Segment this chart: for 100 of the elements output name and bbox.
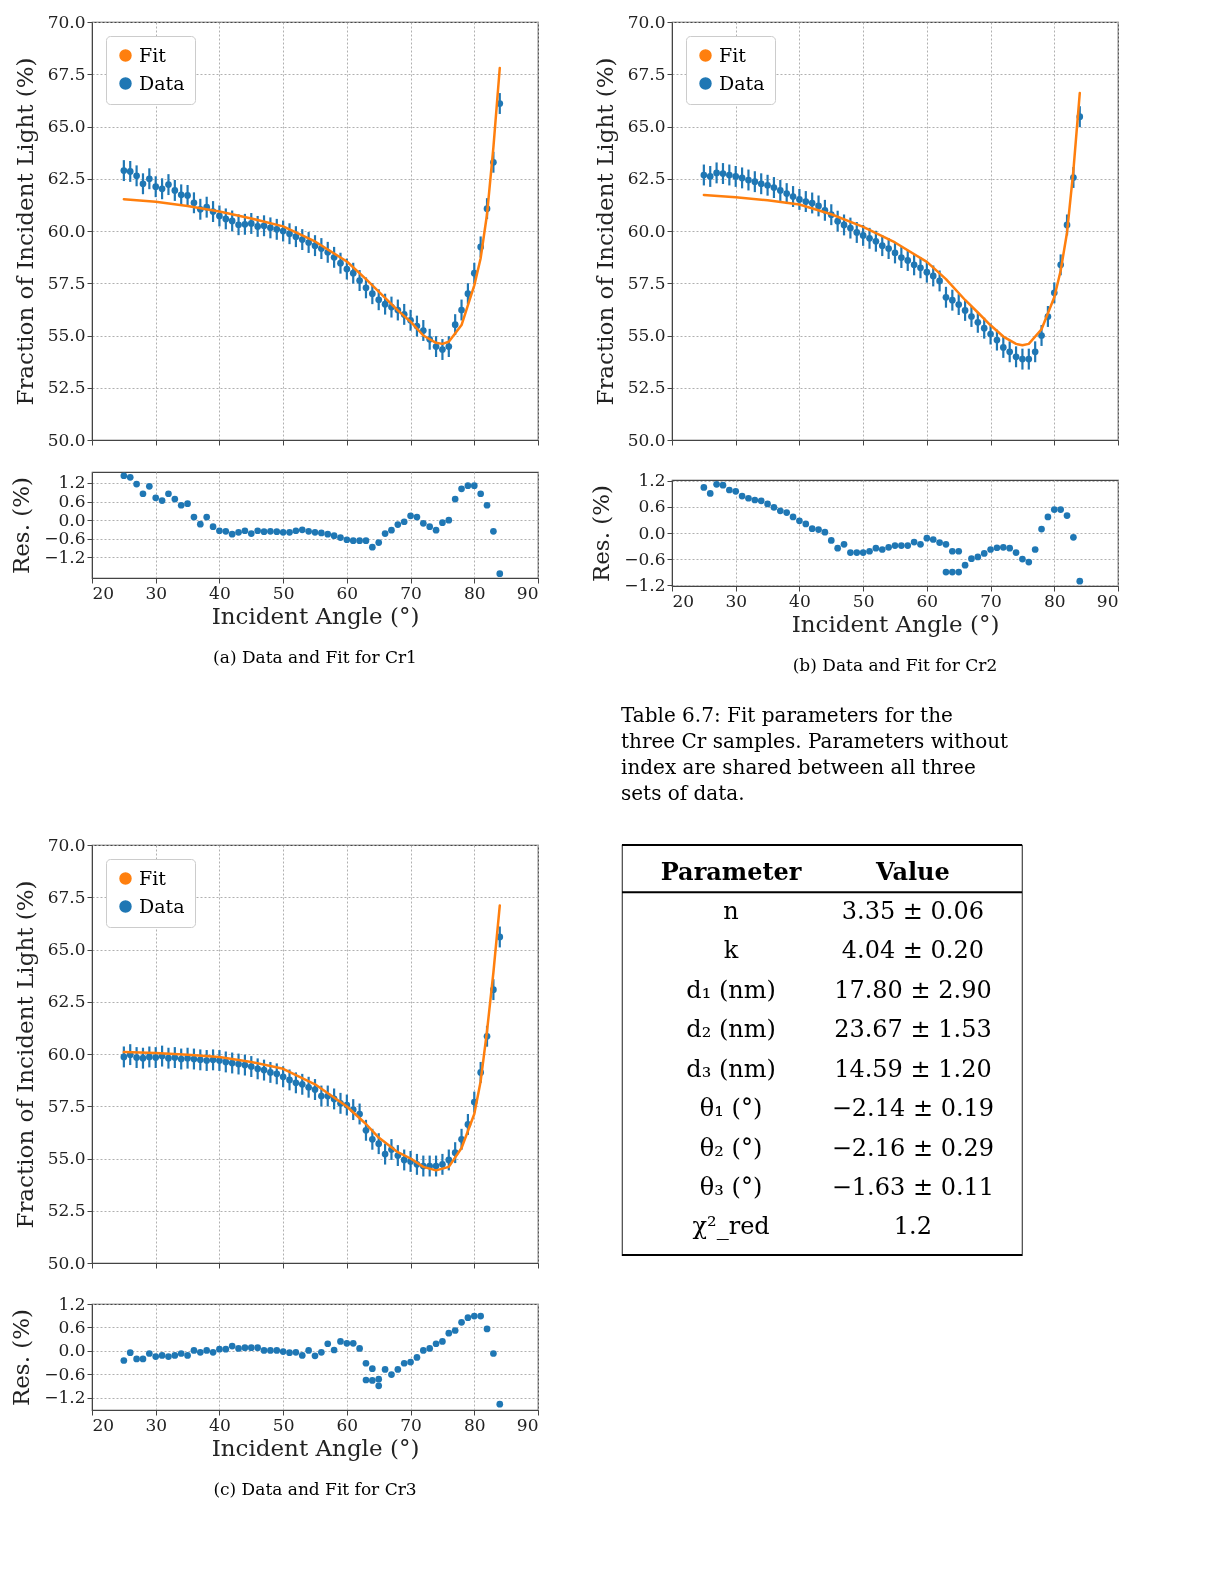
text: 3.35 ± 0.06	[841, 897, 985, 926]
y-tick-label: 57.5	[47, 1095, 86, 1116]
y-tick-label: 0.0	[58, 1340, 86, 1361]
y-tick-label: 62.5	[47, 168, 86, 189]
text: 14.59 ± 1.20	[834, 1054, 992, 1083]
x-tick-label: 70	[400, 1414, 422, 1435]
y-tick-label: −0.6	[624, 548, 666, 569]
x-tick-label: 40	[209, 1414, 231, 1435]
x-tick-label: 20	[92, 1414, 115, 1435]
y-tick-label: 0.0	[58, 509, 86, 530]
legend-label: Data	[139, 894, 185, 917]
text: Parameter	[660, 856, 802, 886]
x-tick-label: 80	[1043, 590, 1066, 611]
x-tick-label: 70	[400, 582, 422, 603]
x-tick-label: 40	[209, 582, 231, 603]
text: (b) Data and Fit for Cr2	[792, 655, 998, 675]
x-tick-label: 50	[272, 582, 295, 603]
y-tick-label: 0.6	[58, 491, 86, 512]
y-tick-label: 62.5	[47, 991, 86, 1012]
text: χ²_red	[692, 1212, 770, 1241]
y-tick-label: 60.0	[47, 220, 86, 241]
y-tick-label: 67.5	[627, 63, 666, 84]
y-tick-label: 60.0	[47, 1043, 86, 1064]
y-tick-label: 55.0	[627, 325, 666, 345]
text: θ₂ (°)	[699, 1133, 763, 1162]
text: θ₃ (°)	[699, 1172, 763, 1201]
y-tick-label: −1.2	[624, 574, 666, 595]
y-tick-label: 60.0	[627, 220, 666, 241]
y-tick-label: 67.5	[47, 63, 86, 84]
y-tick-label: 0.6	[638, 496, 666, 517]
y-tick-label: 50.0	[627, 429, 666, 450]
x-axis-title: Incident Angle (°)	[211, 602, 420, 629]
x-tick-label: 20	[672, 590, 695, 611]
x-tick-label: 30	[145, 582, 168, 603]
y-tick-label: 52.5	[47, 377, 86, 398]
text: −2.14 ± 0.19	[831, 1094, 995, 1123]
x-tick-label: 60	[336, 1414, 359, 1435]
y-axis-title: Res. (%)	[8, 476, 35, 575]
y-tick-label: 67.5	[47, 886, 86, 907]
text: Table 6.7: Fit parameters for the three Cr samples. Parameters without index are shared between all three sets of data.	[621, 703, 1009, 805]
x-tick-label: 90	[516, 582, 539, 603]
legend-label: Fit	[139, 866, 167, 889]
text: 1.2	[893, 1212, 932, 1241]
text: 4.04 ± 0.20	[841, 936, 985, 965]
text: k	[723, 936, 739, 965]
x-tick-label: 30	[145, 1414, 168, 1435]
x-tick-label: 50	[852, 590, 875, 611]
y-tick-label: 52.5	[47, 1200, 86, 1221]
y-tick-label: 1.2	[638, 470, 666, 491]
x-tick-label: 80	[463, 582, 486, 603]
y-tick-label: 50.0	[47, 429, 86, 450]
y-tick-label: 70.0	[47, 834, 86, 855]
text: (c) Data and Fit for Cr3	[213, 1479, 417, 1499]
text: −1.63 ± 0.11	[831, 1172, 995, 1201]
y-tick-label: 65.0	[627, 116, 666, 136]
y-tick-label: 57.5	[627, 272, 666, 293]
y-tick-label: −0.6	[44, 528, 86, 549]
y-axis-title: Fraction of Incident Light (%)	[11, 880, 38, 1229]
legend-label: Fit	[139, 43, 167, 66]
x-axis-title: Incident Angle (°)	[791, 610, 1000, 637]
legend-label: Data	[719, 71, 765, 94]
y-tick-label: −1.2	[44, 546, 86, 567]
x-tick-label: 90	[516, 1414, 539, 1435]
y-tick-label: −0.6	[44, 1363, 86, 1384]
y-tick-label: 0.6	[58, 1316, 86, 1337]
y-tick-label: 70.0	[627, 11, 666, 32]
x-tick-label: 30	[725, 590, 748, 611]
x-tick-label: 90	[1096, 590, 1119, 611]
y-tick-label: −1.2	[44, 1387, 86, 1408]
y-tick-label: 55.0	[47, 1148, 86, 1168]
y-axis-title: Fraction of Incident Light (%)	[11, 57, 38, 406]
x-tick-label: 60	[336, 582, 359, 603]
legend-label: Data	[139, 71, 185, 94]
text: d₁ (nm)	[686, 975, 776, 1004]
text: d₃ (nm)	[686, 1054, 776, 1083]
y-axis-title: Fraction of Incident Light (%)	[591, 57, 618, 406]
y-axis-title: Res. (%)	[8, 1308, 35, 1407]
y-tick-label: 50.0	[47, 1252, 86, 1273]
x-tick-label: 50	[272, 1414, 295, 1435]
x-tick-label: 40	[789, 590, 811, 611]
legend-label: Fit	[719, 43, 747, 66]
y-tick-label: 52.5	[627, 377, 666, 398]
x-tick-label: 80	[463, 1414, 486, 1435]
y-tick-label: 65.0	[47, 116, 86, 136]
text: d₂ (nm)	[686, 1015, 776, 1044]
x-tick-label: 20	[92, 582, 115, 603]
y-tick-label: 57.5	[47, 272, 86, 293]
text: n	[723, 897, 739, 926]
y-tick-label: 1.2	[58, 472, 86, 493]
y-tick-label: 1.2	[58, 1293, 86, 1314]
x-tick-label: 60	[916, 590, 939, 611]
y-tick-label: 70.0	[47, 11, 86, 32]
text: Value	[875, 856, 950, 886]
x-tick-label: 70	[980, 590, 1002, 611]
text: 23.67 ± 1.53	[834, 1015, 992, 1044]
y-tick-label: 55.0	[47, 325, 86, 345]
x-axis-title: Incident Angle (°)	[211, 1434, 420, 1461]
text: θ₁ (°)	[699, 1094, 763, 1123]
y-tick-label: 65.0	[47, 939, 86, 959]
y-tick-label: 62.5	[627, 168, 666, 189]
